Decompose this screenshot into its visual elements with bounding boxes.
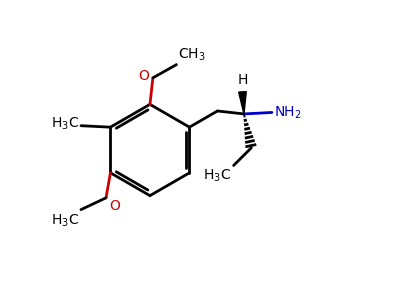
- Text: H$_3$C: H$_3$C: [52, 116, 80, 132]
- Text: O: O: [138, 69, 149, 83]
- Text: CH$_3$: CH$_3$: [178, 47, 206, 63]
- Text: H$_3$C: H$_3$C: [203, 168, 231, 184]
- Text: H: H: [237, 73, 248, 86]
- Polygon shape: [239, 92, 246, 114]
- Text: O: O: [109, 199, 120, 213]
- Text: H$_3$C: H$_3$C: [52, 213, 80, 229]
- Text: NH$_2$: NH$_2$: [274, 104, 301, 121]
